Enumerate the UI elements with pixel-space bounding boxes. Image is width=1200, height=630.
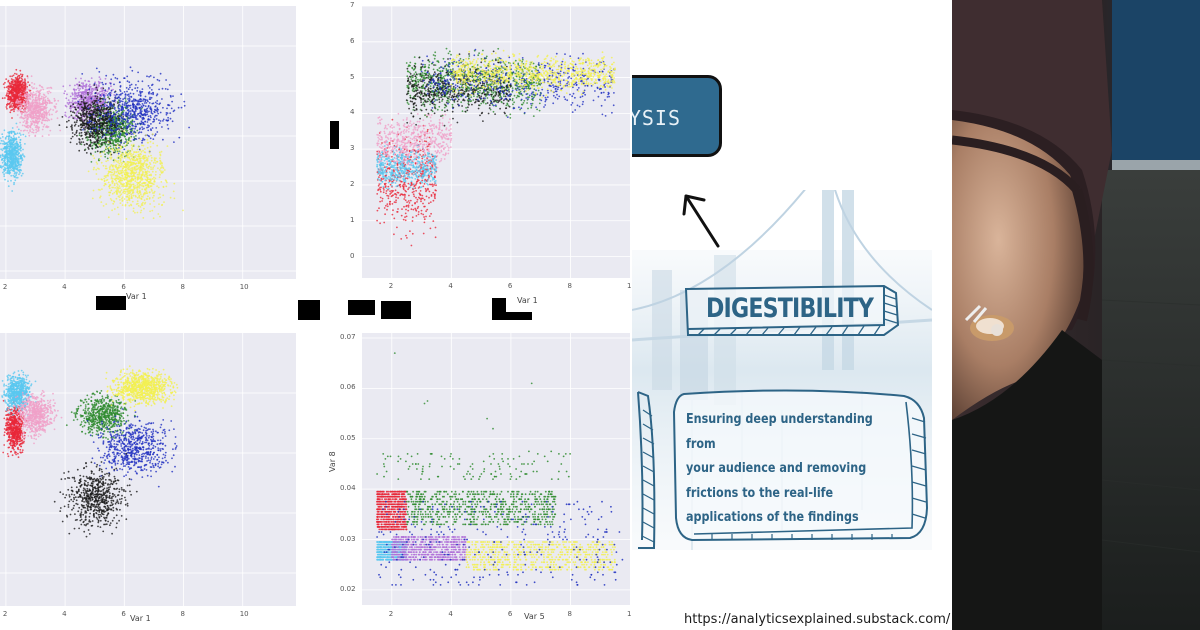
infographic-panel: YSIS DIGESTIBILITY <box>632 0 952 630</box>
tick-label: 4 <box>62 610 67 618</box>
tick-label: 6 <box>350 36 355 45</box>
scatter-plot-top-right: 0 1 2 3 4 5 6 7 2 4 6 8 1 Var 1 <box>298 0 632 320</box>
scatter-points <box>0 6 296 279</box>
x-axis-label: Var 5 <box>524 612 545 621</box>
analysis-box-label: YSIS <box>632 106 681 130</box>
tick-label: 4 <box>448 610 453 618</box>
description-frame <box>672 389 929 542</box>
tick-label: 2 <box>2 283 8 291</box>
x-axis-label: Var 1 <box>126 292 147 301</box>
y-axis-label: Var 8 <box>328 451 337 472</box>
tick-label: 2 <box>388 610 394 618</box>
scatter-points <box>362 6 630 278</box>
redaction-block <box>492 312 532 320</box>
tick-label: 10 <box>239 610 249 618</box>
photo-illustration <box>952 0 1200 630</box>
scatter-plot-bottom-left: 2 4 6 8 10 Var 1 <box>0 320 300 630</box>
tick-label: 0.03 <box>340 534 356 543</box>
tick-label: 1 <box>627 610 632 618</box>
plot-area <box>0 6 296 279</box>
scatter-plot-bottom-right: 0.02 0.03 0.04 0.05 0.06 0.07 2 4 6 8 1 Var 5 Var… <box>320 320 632 630</box>
tick-label: 10 <box>239 283 249 291</box>
tick-label: 7 <box>350 1 355 9</box>
scatter-points <box>362 333 630 605</box>
tick-label: 8 <box>567 282 572 290</box>
tick-label: 0.06 <box>340 383 356 392</box>
tick-label: 6 <box>507 610 513 618</box>
tick-label: 5 <box>350 72 355 81</box>
hand-with-ring-photo <box>952 0 1200 630</box>
partial-frame-left <box>637 391 656 549</box>
tick-label: 2 <box>2 610 8 618</box>
tick-label: 3 <box>350 144 355 153</box>
analysis-box: YSIS <box>632 75 722 157</box>
redaction-block <box>381 301 411 319</box>
scatter-points <box>0 333 296 606</box>
tick-label: 8 <box>180 610 185 618</box>
tick-label: 6 <box>507 282 513 290</box>
tick-label: 0.05 <box>340 433 356 442</box>
plot-area <box>362 333 630 605</box>
tick-label: 6 <box>121 610 126 618</box>
tick-label: 0.07 <box>340 333 356 342</box>
tick-label: 4 <box>62 283 67 291</box>
tick-label: 1 <box>627 282 632 290</box>
tick-label: 4 <box>448 282 453 290</box>
tick-label: 4 <box>350 108 355 117</box>
substack-url-link[interactable]: https://analyticsexplained.substack.com/ <box>684 612 951 627</box>
description-line: your audience and removing <box>686 461 867 476</box>
tick-label: 8 <box>180 283 185 291</box>
tick-label: 2 <box>388 282 394 290</box>
tick-label: 2 <box>350 179 355 188</box>
tick-label: 0.04 <box>340 484 356 493</box>
plot-area <box>362 6 630 278</box>
tick-label: 0 <box>350 251 355 260</box>
redaction-block <box>96 296 126 310</box>
tick-label: 6 <box>121 283 126 291</box>
description-box: Ensuring deep understanding from your au… <box>672 388 932 548</box>
scatter-plot-top-left: 2 4 6 8 10 Var 1 <box>0 0 300 320</box>
description-text: Ensuring deep understanding from your au… <box>686 408 884 531</box>
banner-frame <box>684 285 899 336</box>
plot-area <box>0 333 296 606</box>
tick-label: 1 <box>350 215 355 224</box>
digestibility-banner: DIGESTIBILITY <box>684 285 899 337</box>
description-line: frictions to the real-life <box>686 485 834 501</box>
x-axis-label: Var 1 <box>517 296 538 305</box>
redaction-block <box>330 121 339 149</box>
tick-label: 0.02 <box>340 584 356 593</box>
arrow-up-left-icon <box>682 194 720 248</box>
x-axis-label: Var 1 <box>130 614 151 623</box>
redaction-block <box>298 300 320 320</box>
description-line: Ensuring deep understanding from <box>686 412 873 452</box>
tick-label: 8 <box>567 610 572 618</box>
redaction-block <box>348 300 375 315</box>
description-line: applications of the findings <box>686 510 859 525</box>
banner-title: DIGESTIBILITY <box>706 293 874 324</box>
